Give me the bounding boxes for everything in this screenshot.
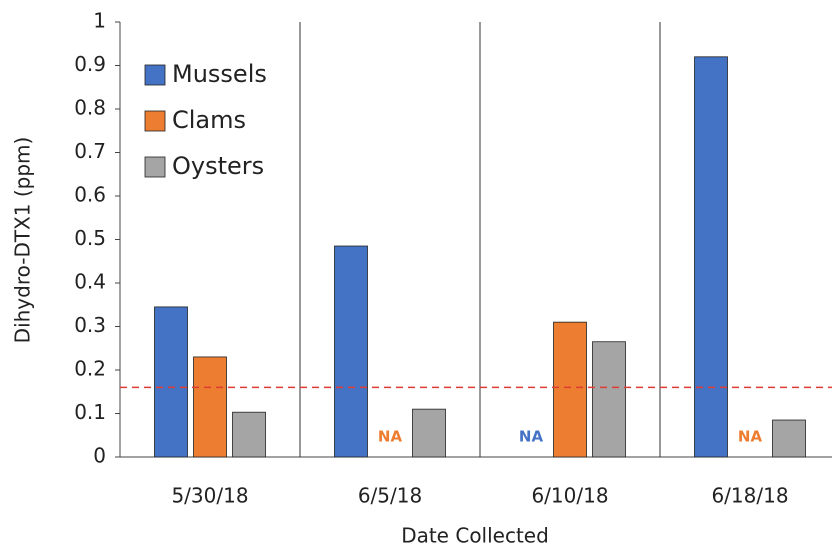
legend-swatch (144, 156, 166, 178)
y-tick-label: 0.5 (74, 226, 106, 250)
bar (553, 321, 587, 458)
x-tick-label: 6/5/18 (358, 484, 422, 508)
legend-label: Clams (172, 106, 246, 134)
x-tick-label: 6/10/18 (531, 484, 608, 508)
y-tick-label: 0.9 (74, 52, 106, 76)
bar (193, 356, 227, 458)
y-tick-label: 0.7 (74, 139, 106, 163)
x-tick-label: 5/30/18 (171, 484, 248, 508)
y-tick-label: 1 (93, 9, 106, 33)
y-axis-label: Dihydro-DTX1 (ppm) (11, 137, 35, 344)
bar (154, 306, 188, 458)
bar (412, 408, 446, 458)
legend-label: Mussels (172, 60, 267, 88)
y-tick-label: 0.8 (74, 96, 106, 120)
legend-swatch (144, 110, 166, 132)
y-tick-label: 0.1 (74, 400, 106, 424)
legend-label: Oysters (172, 152, 264, 180)
value-label: NA (378, 428, 403, 446)
bar (592, 341, 626, 458)
y-tick-label: 0.2 (74, 357, 106, 381)
bar (772, 419, 806, 458)
bar (694, 56, 728, 458)
x-tick-label: 6/18/18 (711, 484, 788, 508)
y-tick-label: 0.4 (74, 270, 106, 294)
y-tick-label: 0.6 (74, 183, 106, 207)
legend-swatch (144, 64, 166, 86)
value-label: NA (738, 428, 763, 446)
y-tick-label: 0 (93, 444, 106, 468)
value-label: NA (519, 428, 544, 446)
bar (232, 411, 266, 458)
bar (334, 245, 368, 458)
x-axis-label: Date Collected (401, 524, 549, 548)
y-tick-label: 0.3 (74, 313, 106, 337)
